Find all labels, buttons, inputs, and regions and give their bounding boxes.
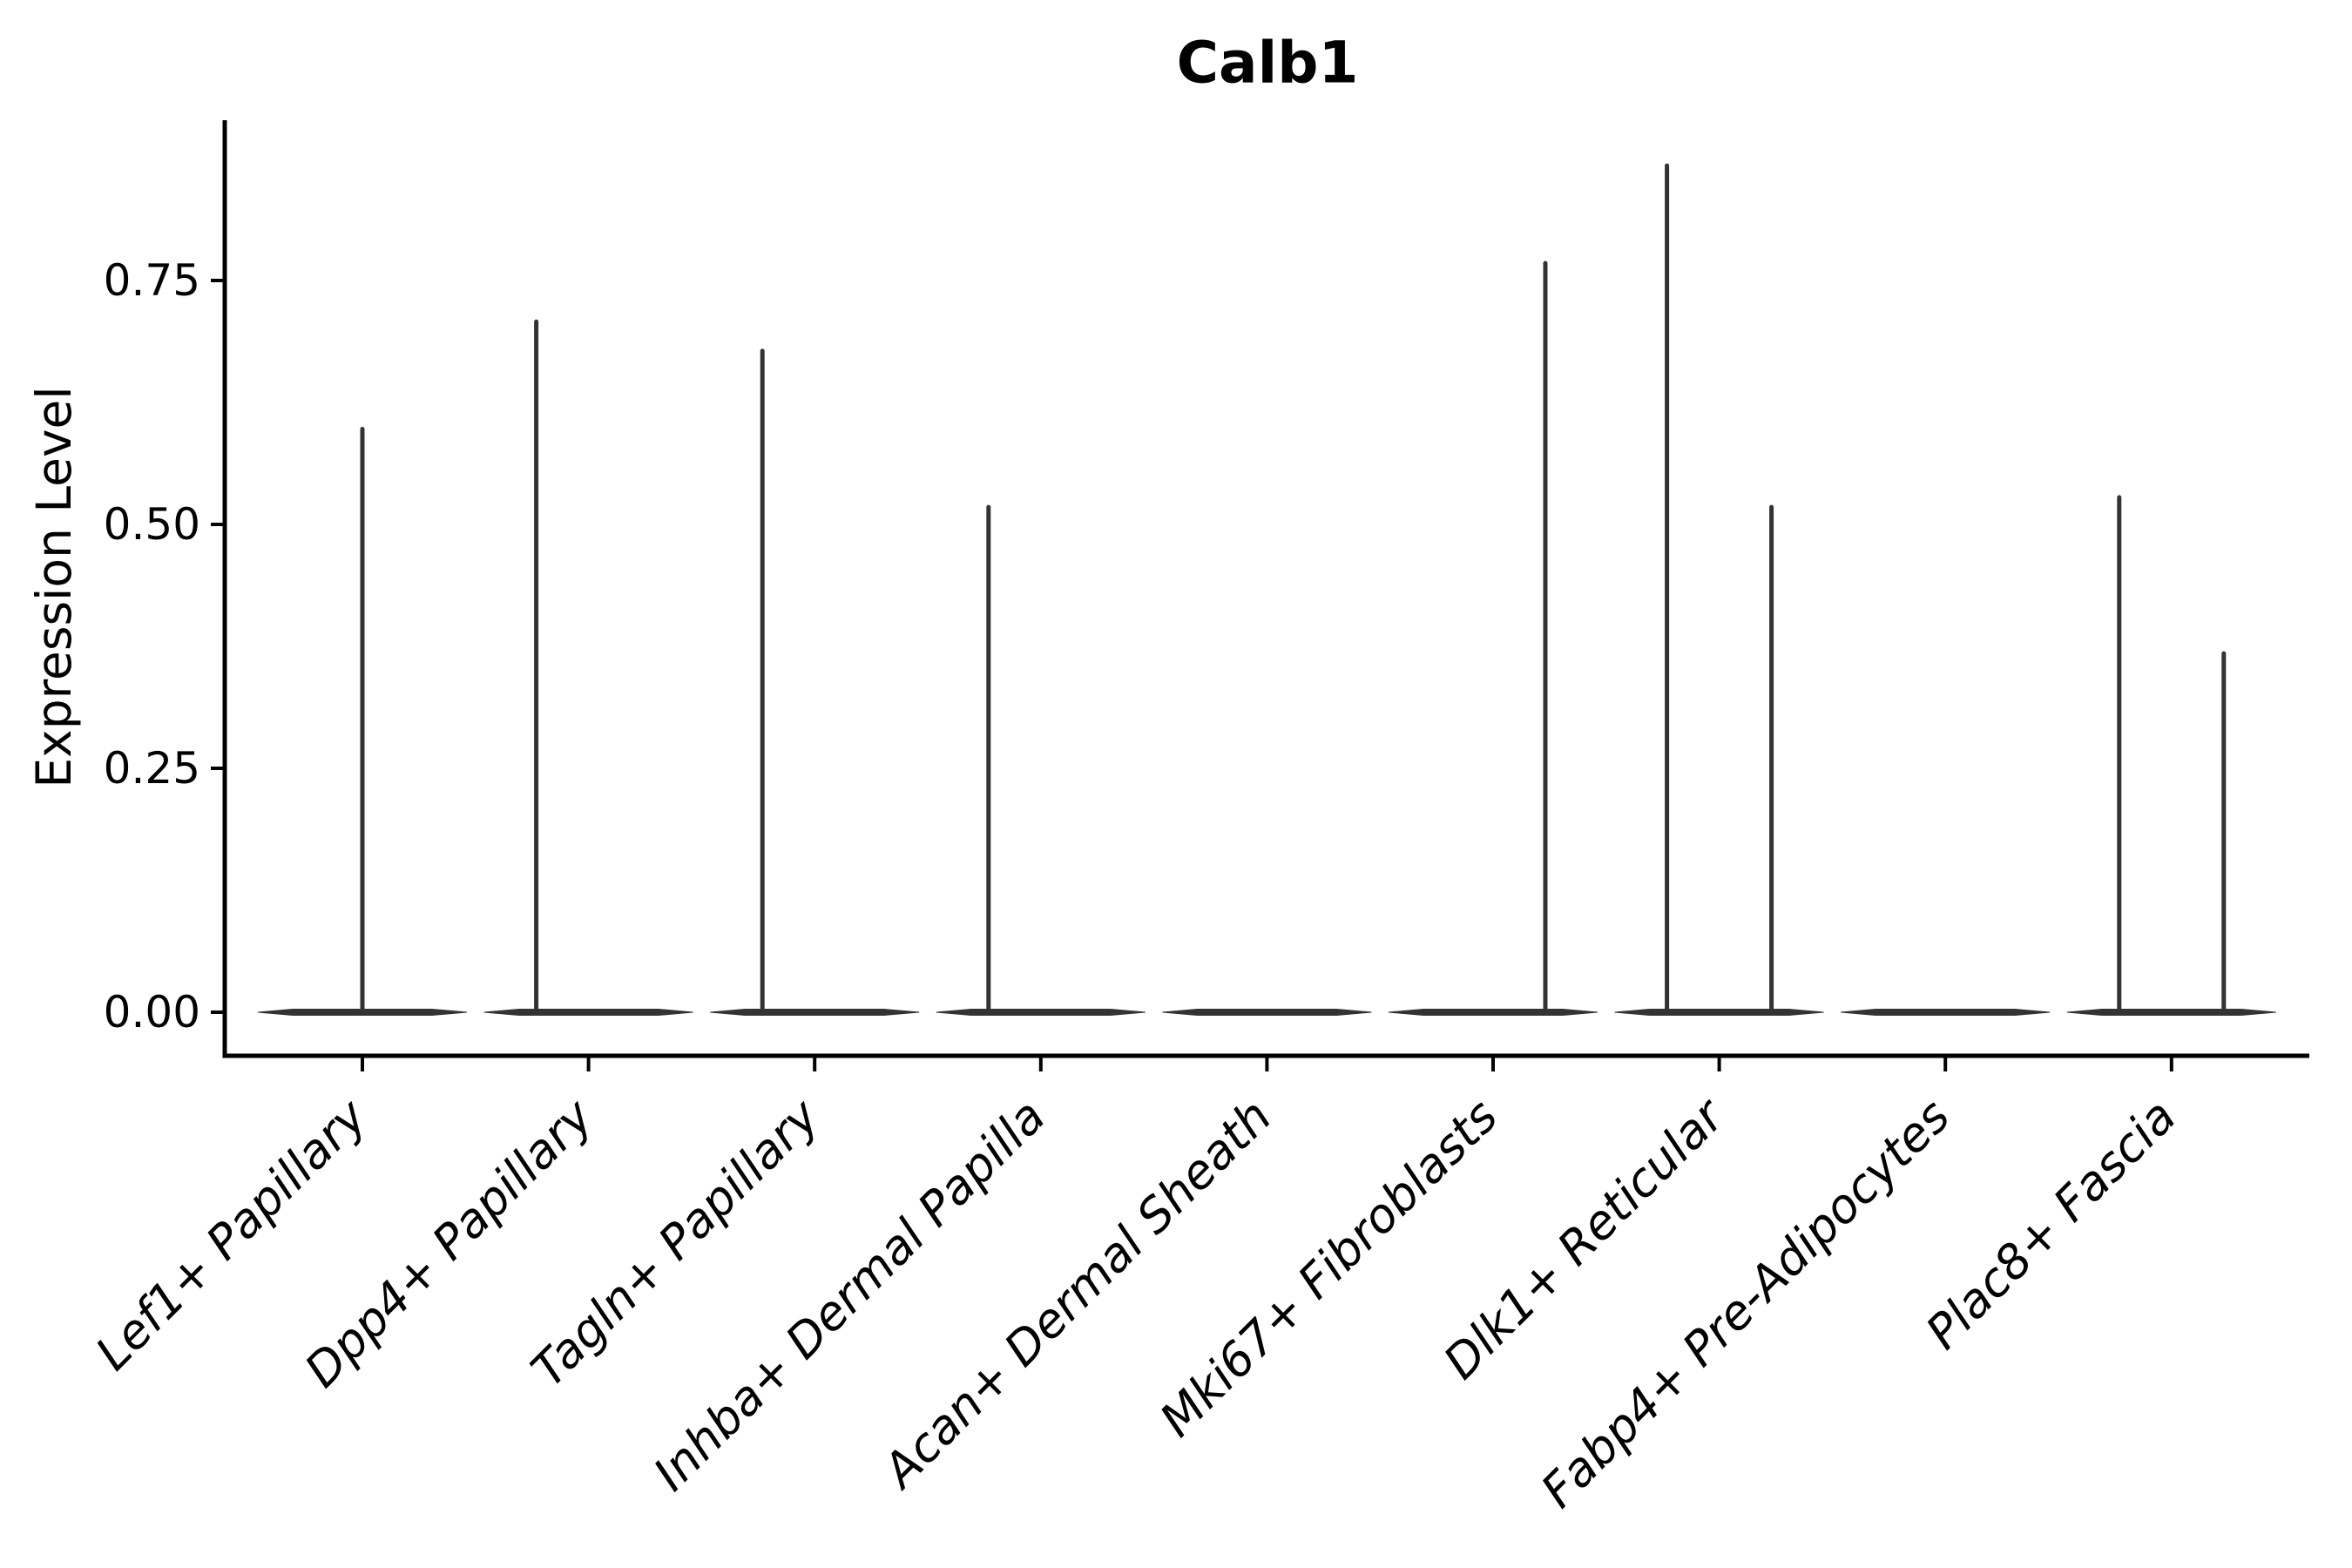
violin-spike <box>1665 163 1670 1016</box>
violin <box>1162 1009 1372 1016</box>
violin-base <box>2066 1009 2276 1016</box>
violin-spike <box>2221 651 2227 1016</box>
violin-base <box>710 1009 920 1016</box>
x-tick-label: Acan+ Dermal Sheath <box>871 1089 1282 1500</box>
violin-base <box>1841 1009 2051 1016</box>
violin <box>2066 495 2276 1016</box>
violin-spike <box>760 348 765 1016</box>
violin-spike <box>2117 495 2122 1016</box>
y-tick-label: 0.50 <box>104 499 200 550</box>
violin <box>257 427 468 1016</box>
violin <box>1841 1009 2051 1016</box>
violin-base <box>936 1009 1146 1016</box>
violin <box>483 319 693 1016</box>
violin <box>1614 163 1824 1016</box>
x-tick-label: Fabp4+ Pre-Adipocytes <box>1531 1089 1960 1518</box>
violin-spike <box>534 319 539 1016</box>
violin-spike <box>360 427 365 1016</box>
y-tick-label: 0.75 <box>104 255 200 306</box>
violin-base <box>1388 1009 1598 1016</box>
x-tick-label: Inhba+ Dermal Papilla <box>643 1089 1056 1502</box>
violin <box>1388 260 1598 1016</box>
chart-title: Calb1 <box>1176 29 1359 97</box>
violin-spike <box>1543 260 1548 1016</box>
violin-base <box>1162 1009 1372 1016</box>
y-tick-label: 0.25 <box>104 743 200 794</box>
violin-spike <box>1769 504 1774 1016</box>
y-tick-label: 0.00 <box>104 987 200 1037</box>
violin <box>936 504 1146 1016</box>
violin-spike <box>986 504 991 1016</box>
violin-base <box>483 1009 693 1016</box>
violin-base <box>1614 1009 1824 1016</box>
violin <box>710 348 920 1016</box>
